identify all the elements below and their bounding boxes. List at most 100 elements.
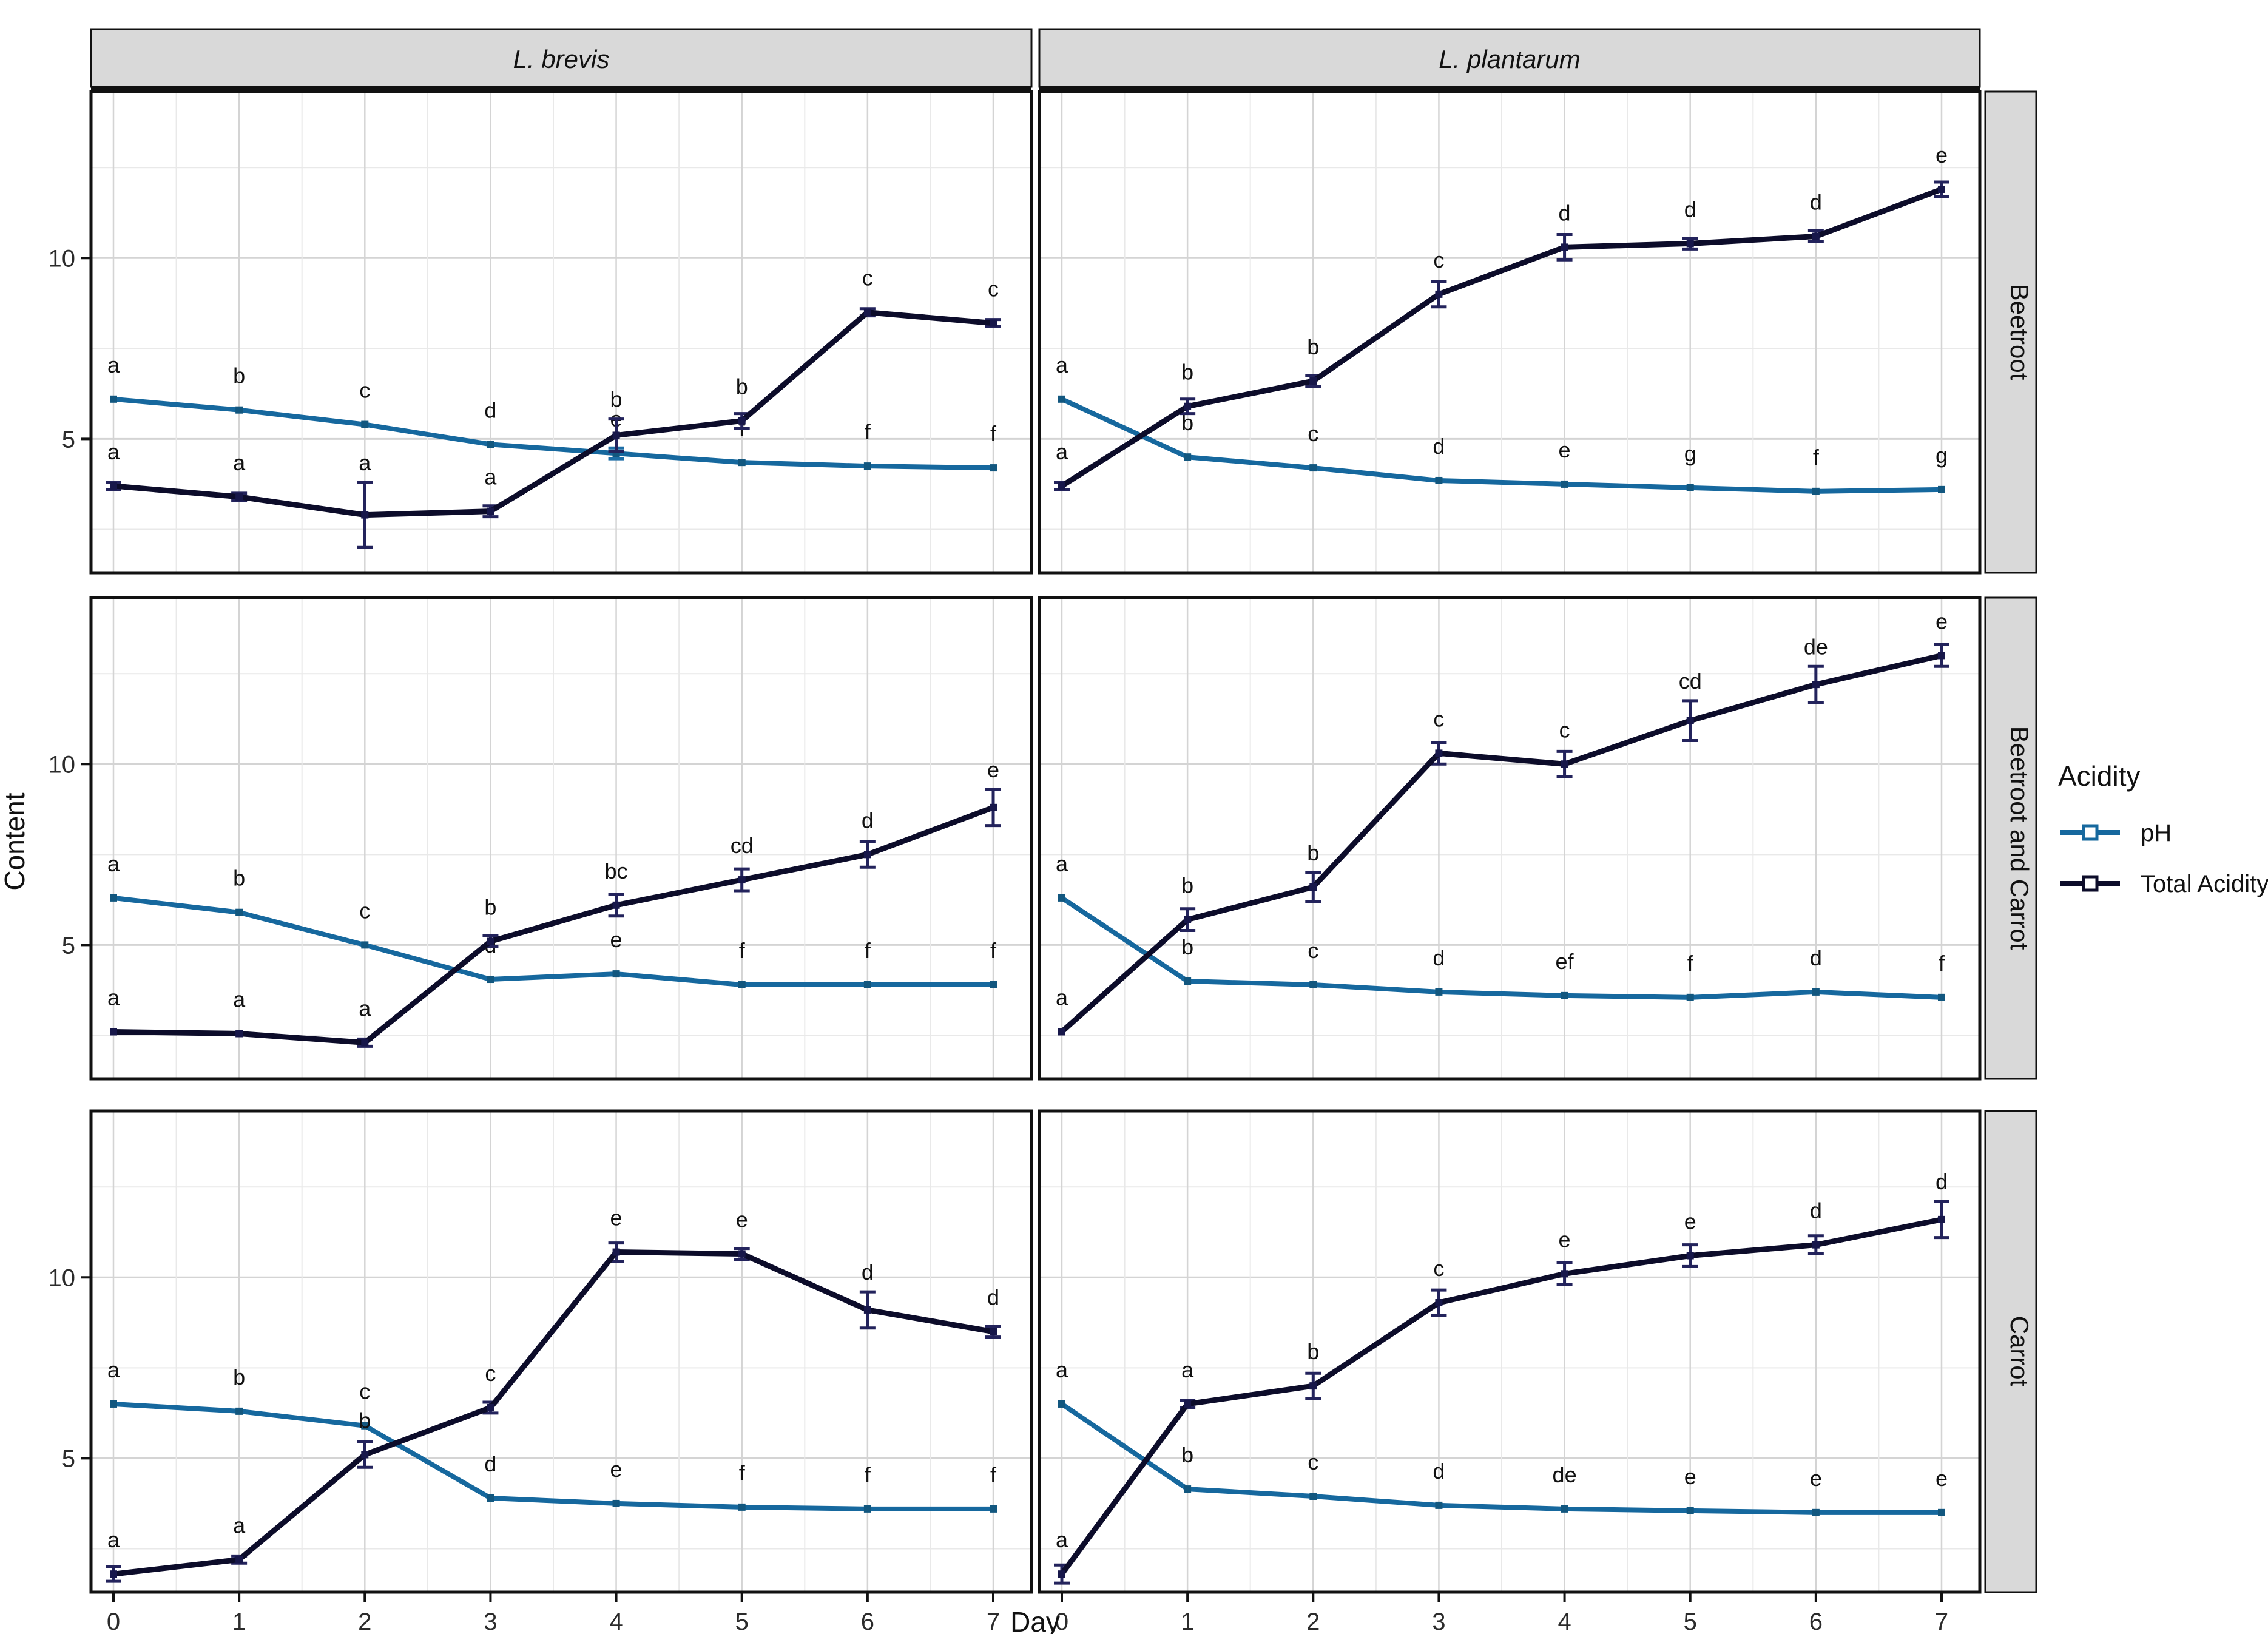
panel-L. brevis-Carrot: a bcd e f f faabce edd xyxy=(89,1109,1033,1594)
panels-layer: abcdefffaaaabbccabcdegfgabbcdddeabcdefff… xyxy=(89,90,1982,1594)
x-tick-label: 4 xyxy=(609,1609,623,1634)
sig-letter: c xyxy=(1308,421,1318,446)
panel-border xyxy=(1038,596,1982,1081)
y-tick-label: 10 xyxy=(49,1264,76,1291)
data-point xyxy=(1184,977,1192,985)
data-point xyxy=(110,395,117,403)
panel-background xyxy=(91,1111,1031,1592)
data-point xyxy=(990,464,997,472)
panel-L. brevis-Beetroot: abcdefffaaaabbcc xyxy=(89,90,1033,575)
total-acidity-line xyxy=(110,309,996,518)
sig-letter: c xyxy=(1433,248,1444,272)
x-tick-label: 7 xyxy=(987,1609,1000,1634)
data-point xyxy=(1938,1215,1945,1223)
total-acidity-line xyxy=(1059,186,1945,489)
x-tick-label: 6 xyxy=(1809,1609,1823,1634)
legend-key-point xyxy=(2082,824,2099,841)
sig-letter: f xyxy=(990,1462,997,1487)
data-point xyxy=(235,1407,243,1415)
data-point xyxy=(1309,1492,1317,1500)
data-point xyxy=(1686,1252,1694,1260)
legend-item-total-acidity-label: Total Acidity xyxy=(2141,871,2268,897)
data-point xyxy=(1561,991,1568,999)
data-point xyxy=(1938,652,1945,660)
data-point xyxy=(1184,402,1192,410)
x-axis-title: Day xyxy=(1010,1606,1060,1634)
total-acidity-line xyxy=(110,1249,996,1577)
ph-series: a b c d de e e e xyxy=(1056,1357,1948,1516)
sig-letter: cd xyxy=(731,833,754,858)
row-strip-carrot xyxy=(1984,1110,2037,1593)
total-acidity-series: a a b c e e d d xyxy=(1054,1169,1949,1585)
sig-letter: b xyxy=(233,866,245,891)
column-strip-left xyxy=(90,28,1033,88)
x-tick-label: 1 xyxy=(232,1609,246,1634)
data-point xyxy=(235,908,243,916)
sig-letter: c xyxy=(359,378,370,403)
x-tick-label: 6 xyxy=(861,1609,874,1634)
x-tick-label: 5 xyxy=(1684,1609,1697,1634)
sig-letter: a xyxy=(107,353,120,377)
data-point xyxy=(1309,981,1317,988)
data-point xyxy=(990,981,997,988)
sig-letter: f xyxy=(990,938,997,963)
data-point xyxy=(990,1328,997,1335)
sig-letter: b xyxy=(233,363,245,388)
data-point xyxy=(361,1451,369,1459)
panel-L. brevis-Beetroot and Carrot: abcdefffaaabbccdde xyxy=(89,596,1033,1081)
sig-letter: d xyxy=(484,1451,496,1476)
data-point xyxy=(1309,377,1317,385)
sig-letter: de xyxy=(1804,634,1828,659)
sig-letter: d xyxy=(1936,1169,1948,1194)
total-acidity-line xyxy=(1059,652,1945,1035)
panel-background xyxy=(1039,598,1980,1079)
sig-letter: c xyxy=(1559,717,1570,742)
data-point xyxy=(110,1028,117,1036)
row-strip-carrot-label: Carrot xyxy=(2005,1316,2034,1387)
data-point xyxy=(1435,476,1443,484)
data-point xyxy=(612,1248,620,1256)
data-point xyxy=(612,970,620,978)
y-tick-label: 5 xyxy=(62,932,75,959)
data-point xyxy=(738,981,746,988)
data-point xyxy=(1686,484,1694,491)
sig-letter: a xyxy=(359,450,371,475)
sig-letter: f xyxy=(1687,951,1694,976)
data-point xyxy=(1184,916,1192,923)
sig-letter: a xyxy=(107,1357,120,1382)
sig-letter: d xyxy=(484,397,496,422)
data-point xyxy=(487,1494,494,1502)
panel-L. plantarum-Carrot: a b c d de e e e a a b c e e d d xyxy=(1038,1109,1982,1594)
y-tick-label: 5 xyxy=(62,426,75,453)
sig-letter: a xyxy=(1056,985,1068,1010)
sig-letter: a xyxy=(107,851,120,876)
data-point xyxy=(1184,1400,1192,1408)
sig-letter: d xyxy=(1433,434,1445,459)
sig-letter: b xyxy=(1181,360,1193,385)
data-point xyxy=(863,1505,871,1513)
sig-letter: e xyxy=(1936,1466,1948,1491)
sig-letter: b xyxy=(484,894,496,919)
data-point xyxy=(738,876,746,884)
total-acidity-series: a a a a b b c c xyxy=(106,266,1001,549)
data-point xyxy=(863,981,871,988)
data-point xyxy=(1812,681,1820,689)
sig-letter: e xyxy=(610,1457,623,1482)
sig-letter: c xyxy=(359,898,370,923)
x-tick-label: 0 xyxy=(1055,1609,1068,1634)
ph-line xyxy=(1059,1401,1944,1515)
x-tick-label: 4 xyxy=(1558,1609,1571,1634)
data-point xyxy=(1058,1400,1065,1408)
data-point xyxy=(612,901,620,909)
data-point xyxy=(361,1039,369,1047)
data-point xyxy=(1561,760,1568,768)
panel-background xyxy=(91,598,1031,1079)
data-point xyxy=(990,1505,997,1513)
data-point xyxy=(1561,480,1568,488)
sig-letter: e xyxy=(736,1207,748,1232)
sig-letter: g xyxy=(1684,441,1696,466)
sig-letter: a xyxy=(107,985,120,1010)
data-point xyxy=(487,976,494,984)
ph-series: a b c d e g f g xyxy=(1056,353,1948,495)
